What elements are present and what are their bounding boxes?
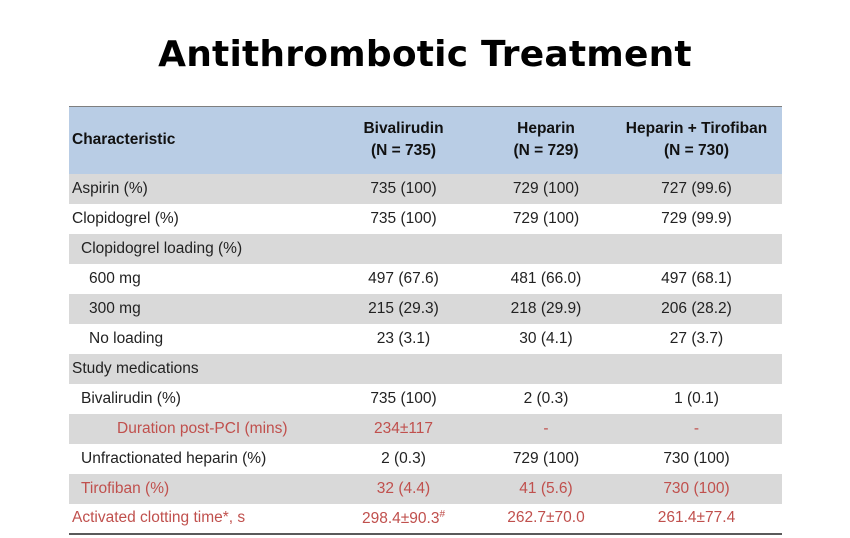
header-heparin-tirofiban: Heparin + Tirofiban (N = 730) [611,107,782,174]
cell-heparin-tirofiban: 206 (28.2) [661,299,732,317]
header-heparin-tirofiban-name: Heparin + Tirofiban [625,120,768,138]
header-bivalirudin: Bivalirudin (N = 735) [326,107,481,174]
cell-heparin: 729 (100) [512,179,580,197]
header-characteristic: Characteristic [72,131,176,149]
table-row-no-loading: No loading 23 (3.1) 30 (4.1) 27 (3.7) [69,324,782,354]
table-row-clopidogrel-loading: Clopidogrel loading (%) [69,233,782,264]
cell-heparin: 729 (100) [512,209,580,227]
cell-heparin: 2 (0.3) [523,389,569,407]
cell-bivalirudin [326,234,481,264]
row-label: 600 mg [89,269,141,287]
cell-heparin-tirofiban: 730 (100) [663,479,730,497]
row-label: Unfractionated heparin (%) [81,449,267,467]
cell-heparin-tirofiban: - [693,419,700,437]
cell-heparin: 41 (5.6) [519,479,573,497]
cell-bivalirudin: 215 (29.3) [368,299,439,317]
header-heparin-tirofiban-n: (N = 730) [663,142,730,160]
cell-bivalirudin: 2 (0.3) [381,449,426,467]
table-row-aspirin: Aspirin (%) 735 (100) 729 (100) 727 (99.… [69,173,782,204]
cell-heparin [481,234,611,264]
cell-bivalirudin: 735 (100) [370,389,437,407]
cell-bivalirudin: 298.4±90.3# [326,504,481,534]
footnote-mark: # [439,508,446,520]
table-row-600mg: 600 mg 497 (67.6) 481 (66.0) 497 (68.1) [69,264,782,294]
row-label: Clopidogrel loading (%) [81,239,243,257]
cell-heparin-tirofiban: 1 (0.1) [674,389,719,407]
cell-heparin-tirofiban [611,234,782,264]
table-row-duration-post-pci: Duration post-PCI (mins) 234±117 - - [69,413,782,444]
table-row-unfractionated-heparin: Unfractionated heparin (%) 2 (0.3) 729 (… [69,444,782,474]
cell-heparin: - [543,419,549,437]
antithrombotic-table: Characteristic Bivalirudin (N = 735) Hep… [69,106,782,535]
cell-heparin-tirofiban: 261.4±77.4 [657,509,736,526]
row-label: Activated clotting time*, s [72,509,246,526]
row-label: No loading [89,329,164,347]
header-bivalirudin-name: Bivalirudin [363,120,444,138]
row-label: Tirofiban (%) [81,479,170,497]
table-row-300mg: 300 mg 215 (29.3) 218 (29.9) 206 (28.2) [69,293,782,324]
cell-heparin-tirofiban: 497 (68.1) [661,269,732,287]
row-label: Bivalirudin (%) [81,389,181,407]
cell-heparin-tirofiban: 730 (100) [663,449,730,467]
row-label: Duration post-PCI (mins) [117,419,288,437]
slide-title: Antithrombotic Treatment [158,34,692,75]
table-row-study-medications: Study medications [69,353,782,384]
row-label: Study medications [72,359,199,377]
row-label: Aspirin (%) [72,179,148,197]
cell-heparin-tirofiban: 27 (3.7) [669,329,724,347]
cell-heparin: 262.7±70.0 [507,509,585,526]
row-label: 300 mg [89,299,141,317]
table-row-clopidogrel: Clopidogrel (%) 735 (100) 729 (100) 729 … [69,204,782,234]
cell-bivalirudin [326,354,481,384]
header-heparin-n: (N = 729) [513,142,579,160]
cell-heparin-tirofiban: 729 (99.9) [661,209,732,227]
cell-bivalirudin: 497 (67.6) [368,269,439,287]
cell-bivalirudin: 234±117 [373,419,434,437]
cell-bivalirudin: 735 (100) [370,179,437,197]
header-heparin-name: Heparin [517,120,575,138]
cell-heparin [481,354,611,384]
cell-bivalirudin-value: 298.4±90.3 [361,509,440,527]
header-heparin: Heparin (N = 729) [481,107,611,174]
header-bivalirudin-n: (N = 735) [370,142,437,160]
cell-heparin: 30 (4.1) [519,329,573,347]
cell-bivalirudin: 32 (4.4) [376,479,431,497]
cell-heparin: 481 (66.0) [510,269,582,287]
cell-heparin-tirofiban: 727 (99.6) [661,179,732,197]
cell-heparin: 729 (100) [512,449,580,467]
cell-heparin: 218 (29.9) [510,299,582,317]
table-row-bivalirudin: Bivalirudin (%) 735 (100) 2 (0.3) 1 (0.1… [69,384,782,414]
cell-bivalirudin: 23 (3.1) [376,329,431,347]
cell-heparin-tirofiban [611,354,782,384]
table-row-tirofiban: Tirofiban (%) 32 (4.4) 41 (5.6) 730 (100… [69,473,782,504]
table-row-activated-clotting-time: Activated clotting time*, s 298.4±90.3# … [69,504,782,534]
cell-bivalirudin: 735 (100) [370,209,437,227]
row-label: Clopidogrel (%) [72,209,179,227]
table-header-row: Characteristic Bivalirudin (N = 735) Hep… [69,106,782,174]
